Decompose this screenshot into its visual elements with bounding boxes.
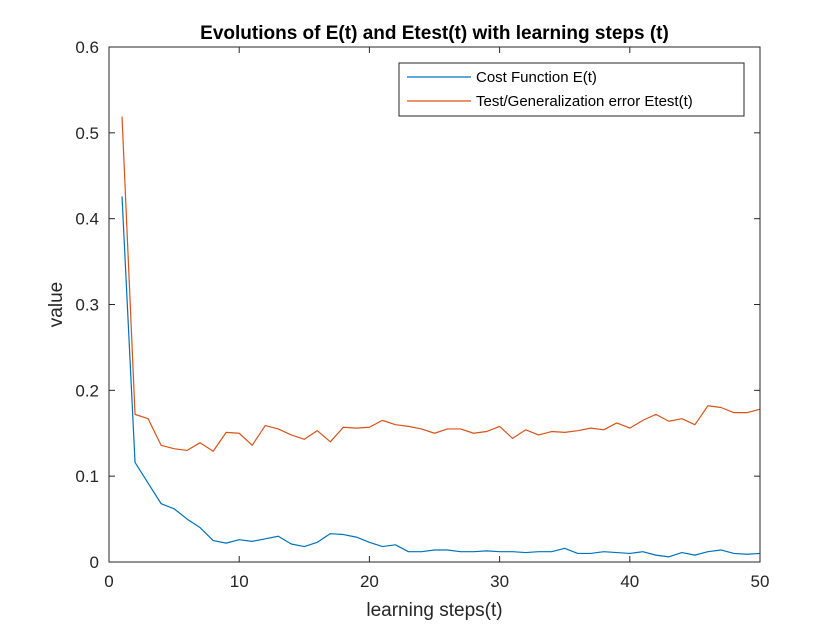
y-tick-label: 0.3 (75, 296, 99, 315)
y-axis-label: value (46, 282, 67, 327)
x-tick-label: 40 (620, 572, 639, 591)
series-line-test-error (121, 116, 761, 452)
y-tick-label: 0.6 (75, 38, 99, 57)
plot-frame (108, 46, 761, 563)
y-tick-labels: 0 0.1 0.2 0.3 0.4 0.5 0.6 (75, 38, 99, 572)
chart-title: Evolutions of E(t) and Etest(t) with lea… (200, 23, 669, 44)
y-tick-label: 0.2 (75, 381, 99, 400)
legend: Cost Function E(t) Test/Generalization e… (398, 62, 745, 117)
legend-label-test-error: Test/Generalization error Etest(t) (476, 93, 693, 110)
y-tick-label: 0.4 (75, 210, 99, 229)
x-axis-label: learning steps(t) (366, 600, 502, 621)
y-tick-label: 0.1 (75, 467, 99, 486)
legend-box (398, 62, 745, 117)
x-tick-label: 50 (751, 572, 770, 591)
legend-label-cost-function: Cost Function E(t) (476, 69, 597, 86)
x-tick-label: 10 (230, 572, 249, 591)
series-lines (121, 116, 761, 558)
x-tick-label: 20 (360, 572, 379, 591)
x-tick-label: 0 (104, 572, 113, 591)
series-line-cost-function (121, 196, 761, 558)
y-tick-label: 0 (90, 553, 99, 572)
x-tick-label: 30 (490, 572, 509, 591)
x-tick-labels: 0 10 20 30 40 50 (104, 572, 769, 591)
plot-area (109, 47, 760, 562)
y-tick-label: 0.5 (75, 124, 99, 143)
